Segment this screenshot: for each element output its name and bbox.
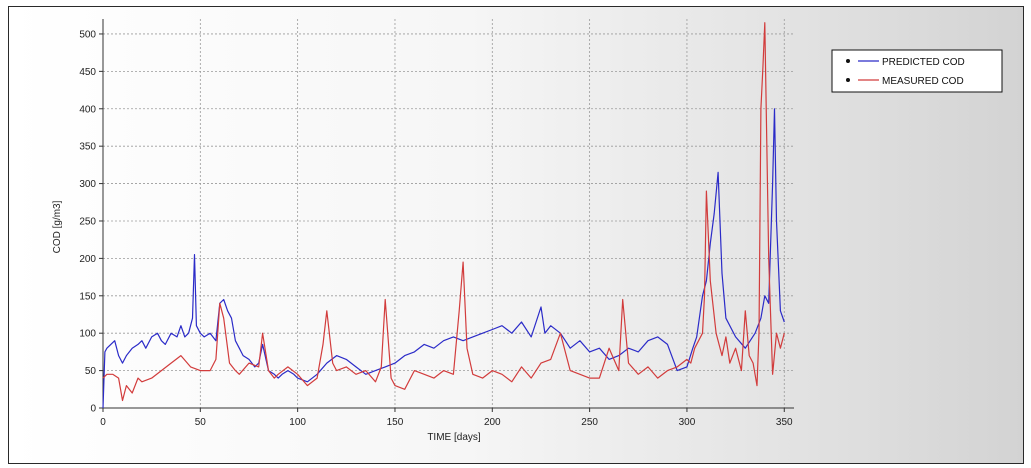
y-tick-label: 250 — [79, 216, 96, 227]
y-tick-label: 50 — [85, 366, 97, 377]
y-tick-label: 500 — [79, 29, 96, 40]
y-tick-label: 100 — [79, 329, 96, 340]
x-tick-label: 300 — [679, 417, 696, 428]
legend-label-predicted: PREDICTED COD — [882, 57, 965, 68]
legend-box — [831, 49, 1003, 93]
x-tick-label: 0 — [100, 417, 106, 428]
series-line-predicted-cod — [102, 108, 785, 409]
y-tick-label: 450 — [79, 67, 96, 78]
y-tick-label: 400 — [79, 104, 96, 115]
x-tick-label: 200 — [484, 417, 501, 428]
grid-layer — [102, 19, 794, 409]
y-axis-title: COD [g/m3] — [52, 200, 63, 253]
x-axis-title: TIME [days] — [427, 432, 481, 443]
chart-frame: 0 50 100 150 200 250 300 350 0 50 100 150 200 250 300 3… — [8, 6, 1024, 464]
y-tick-label: 200 — [79, 254, 96, 265]
x-tick-label: 100 — [289, 417, 306, 428]
x-tick-label: 50 — [195, 417, 207, 428]
y-tick-label: 0 — [90, 404, 96, 415]
legend-marker-measured — [846, 78, 850, 82]
y-tick-label: 150 — [79, 291, 96, 302]
legend: PREDICTED COD MEASURED COD — [831, 49, 1003, 93]
series-line-measured-cod — [102, 22, 785, 402]
axis-layer: 0 50 100 150 200 250 300 350 0 50 100 150 200 250 300 3… — [79, 19, 794, 428]
y-tick-label: 350 — [79, 142, 96, 153]
chart-svg: 0 50 100 150 200 250 300 350 0 50 100 150 200 250 300 3… — [52, 19, 1003, 443]
x-tick-label: 250 — [581, 417, 598, 428]
x-tick-label: 150 — [387, 417, 404, 428]
series-layer — [102, 22, 785, 409]
legend-label-measured: MEASURED COD — [882, 76, 964, 87]
x-tick-label: 350 — [776, 417, 793, 428]
legend-marker-predicted — [846, 59, 850, 63]
y-tick-label: 300 — [79, 179, 96, 190]
